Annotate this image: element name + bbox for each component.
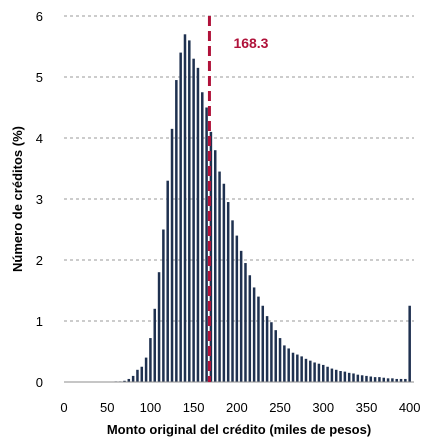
histogram-bar	[127, 378, 131, 382]
histogram-bar	[339, 371, 342, 382]
x-axis-title: Monto original del crédito (miles de pes…	[107, 422, 371, 437]
histogram-bar	[408, 305, 411, 382]
histogram-bar	[317, 363, 321, 382]
x-tick-label: 0	[60, 400, 67, 415]
histogram-bar	[179, 52, 182, 382]
x-tick-label: 400	[399, 400, 421, 415]
histogram-bar	[278, 338, 282, 382]
histogram-bar	[226, 202, 230, 382]
histogram-bar	[334, 369, 338, 382]
y-tick-label: 5	[36, 70, 43, 85]
y-tick-label: 2	[36, 253, 43, 268]
x-tick-label: 250	[269, 400, 291, 415]
y-tick-label: 1	[36, 314, 43, 329]
y-tick-label: 4	[36, 131, 43, 146]
histogram-bars	[114, 34, 411, 383]
histogram-bar	[123, 380, 126, 382]
histogram-bar	[313, 362, 316, 382]
histogram-bar	[218, 171, 221, 382]
histogram-bar	[162, 229, 165, 382]
x-tick-label: 300	[312, 400, 334, 415]
y-tick-label: 6	[36, 9, 43, 24]
x-tick-label: 150	[183, 400, 205, 415]
histogram-bar	[369, 376, 373, 382]
histogram-bar	[175, 80, 178, 383]
y-axis-title: Número de créditos (%)	[10, 126, 25, 272]
x-tick-label: 100	[140, 400, 162, 415]
histogram-bar	[222, 183, 226, 382]
histogram-bar	[296, 354, 299, 382]
gridlines	[64, 15, 414, 322]
y-tick-label: 3	[36, 192, 43, 207]
histogram-bar	[196, 67, 200, 382]
histogram-bar	[131, 375, 135, 382]
x-tick-label: 200	[226, 400, 248, 415]
histogram-bar	[386, 378, 390, 382]
histogram-bar	[343, 371, 347, 382]
histogram-bar	[395, 378, 398, 382]
histogram-bar	[244, 263, 247, 382]
histogram-bar	[248, 275, 252, 382]
histogram-bar	[365, 375, 368, 382]
histogram-bar	[252, 287, 256, 382]
histogram-bar	[183, 34, 187, 383]
histogram-bar	[235, 235, 239, 382]
histogram-bar	[330, 368, 334, 382]
histogram-bar	[283, 345, 286, 382]
histogram-bar	[399, 378, 403, 382]
histogram-bar	[257, 296, 260, 382]
histogram-bar	[261, 305, 265, 382]
histogram-bar	[347, 372, 351, 382]
histogram-bar	[153, 308, 156, 382]
histogram-bar	[356, 374, 360, 382]
histogram-bar	[326, 366, 329, 382]
histogram-bar	[391, 378, 394, 382]
histogram-bar	[205, 107, 208, 382]
median-reference: 168.3	[207, 16, 269, 382]
histogram-bar	[270, 322, 273, 382]
histogram-bar	[378, 377, 381, 382]
histogram-bar	[265, 316, 269, 382]
histogram-bar	[382, 377, 386, 382]
x-tick-label: 350	[356, 400, 378, 415]
histogram-bar	[170, 128, 174, 382]
x-tick-labels: 0 50 100 150 200 250 300 350 400	[60, 400, 420, 415]
histogram-bar	[136, 369, 139, 382]
histogram-bar	[404, 378, 407, 382]
y-tick-label: 0	[36, 375, 43, 390]
histogram-bar	[192, 58, 195, 382]
histogram-bar	[144, 357, 148, 382]
histogram-bar	[201, 92, 204, 382]
histogram-bar	[309, 360, 312, 382]
y-tick-labels: 0 1 2 3 4 5 6	[36, 9, 43, 390]
histogram-bar	[304, 358, 308, 382]
histogram-bar	[300, 356, 303, 382]
histogram-bar	[166, 180, 169, 382]
histogram-bar	[188, 40, 191, 383]
histogram-bar	[140, 366, 144, 382]
histogram-bar	[149, 338, 152, 382]
histogram-bar	[213, 150, 217, 382]
histogram-bar	[322, 364, 325, 382]
histogram-bar	[352, 373, 355, 382]
histogram-bar	[239, 250, 243, 382]
histogram-bar	[274, 330, 277, 382]
x-tick-label: 50	[100, 400, 114, 415]
histogram-bar	[373, 377, 377, 382]
histogram-bar	[291, 352, 295, 382]
histogram-bar	[360, 375, 364, 382]
histogram-bar	[157, 272, 161, 382]
reference-label: 168.3	[233, 35, 268, 51]
histogram-bar	[231, 220, 234, 382]
histogram-bar	[287, 348, 290, 382]
